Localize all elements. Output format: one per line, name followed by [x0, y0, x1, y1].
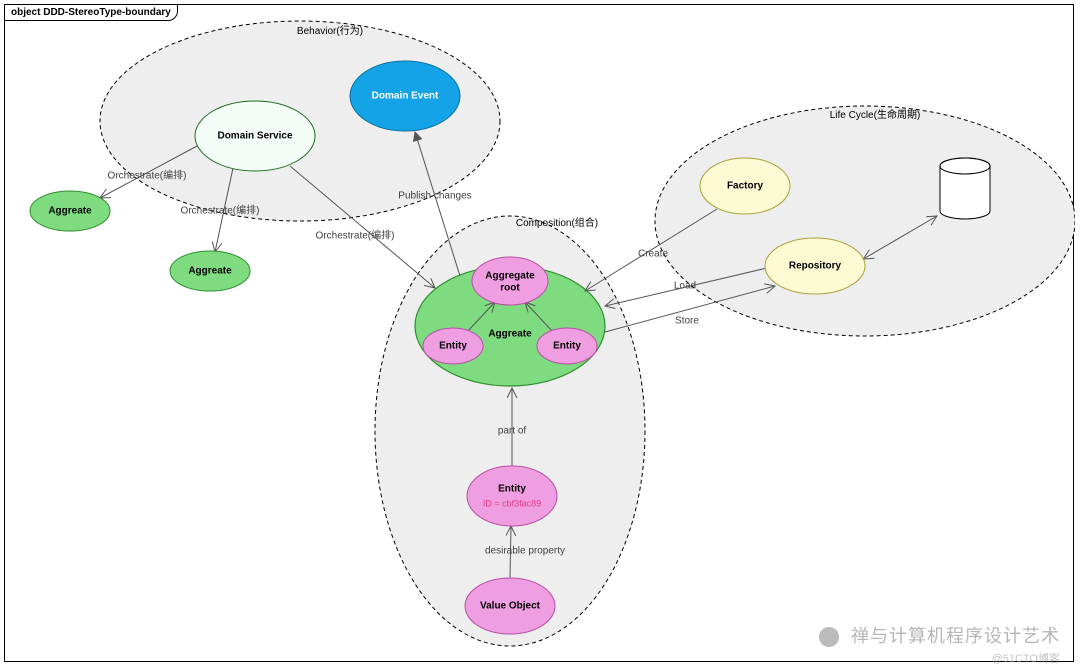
node-factory-label: Factory [727, 181, 764, 192]
node-aggregate-root: Aggregate root [472, 257, 548, 305]
watermark-credit: @51CTO博客 [992, 650, 1060, 666]
node-repository: Repository [765, 238, 865, 294]
edge-label-create: Create [638, 249, 668, 260]
edge-label-orch3: Orchestrate(编排) [316, 229, 395, 242]
node-aggreate1: Aggreate [30, 191, 110, 231]
node-factory: Factory [700, 158, 790, 214]
node-entity-big-label: Entity [498, 484, 526, 495]
watermark-text: 禅与计算机程序设计艺术 [851, 626, 1060, 646]
edge-label-store: Store [675, 316, 699, 327]
cluster-lifecycle-label: Life Cycle(生命周期) [830, 108, 921, 121]
diagram-frame: object DDD-StereoType-boundary Behavior(… [4, 4, 1074, 662]
node-aggregate-root-label2: root [500, 283, 520, 294]
node-domain-event-label: Domain Event [372, 91, 439, 102]
node-entity-big-sub: ID = cbf3fac89 [483, 498, 541, 508]
node-domain-event: Domain Event [350, 61, 460, 131]
node-aggregate-root-label1: Aggregate [485, 271, 535, 282]
edge-label-publish: Publish changes [398, 191, 471, 202]
db-icon [940, 158, 990, 219]
watermark-icon [819, 627, 839, 647]
cluster-behavior-label: Behavior(行为) [297, 24, 363, 37]
node-domain-service: Domain Service [195, 101, 315, 171]
edge-label-orch2: Orchestrate(编排) [181, 204, 260, 217]
node-aggreate-big-label: Aggreate [488, 329, 532, 340]
node-aggreate2-label: Aggreate [188, 266, 232, 277]
edge-label-partof: part of [498, 426, 527, 437]
node-repository-label: Repository [789, 261, 842, 272]
node-value-object: Value Object [465, 578, 555, 634]
edge-label-desirable: desirable property [485, 546, 565, 557]
watermark: 禅与计算机程序设计艺术 [819, 622, 1060, 648]
node-entity-right: Entity [537, 328, 597, 364]
cluster-composition-label: Composition(组合) [516, 216, 598, 229]
node-entity-left-label: Entity [439, 341, 467, 352]
node-entity-left: Entity [423, 328, 483, 364]
node-value-object-label: Value Object [480, 601, 541, 612]
node-aggreate1-label: Aggreate [48, 206, 92, 217]
edge-label-load: Load [674, 281, 696, 292]
node-entity-right-label: Entity [553, 341, 581, 352]
diagram-svg: Behavior(行为) Life Cycle(生命周期) Compositio… [5, 5, 1075, 663]
edge-label-orch1: Orchestrate(编排) [108, 169, 187, 182]
node-aggreate2: Aggreate [170, 251, 250, 291]
node-domain-service-label: Domain Service [217, 131, 292, 142]
node-entity-big: Entity ID = cbf3fac89 [467, 466, 557, 526]
